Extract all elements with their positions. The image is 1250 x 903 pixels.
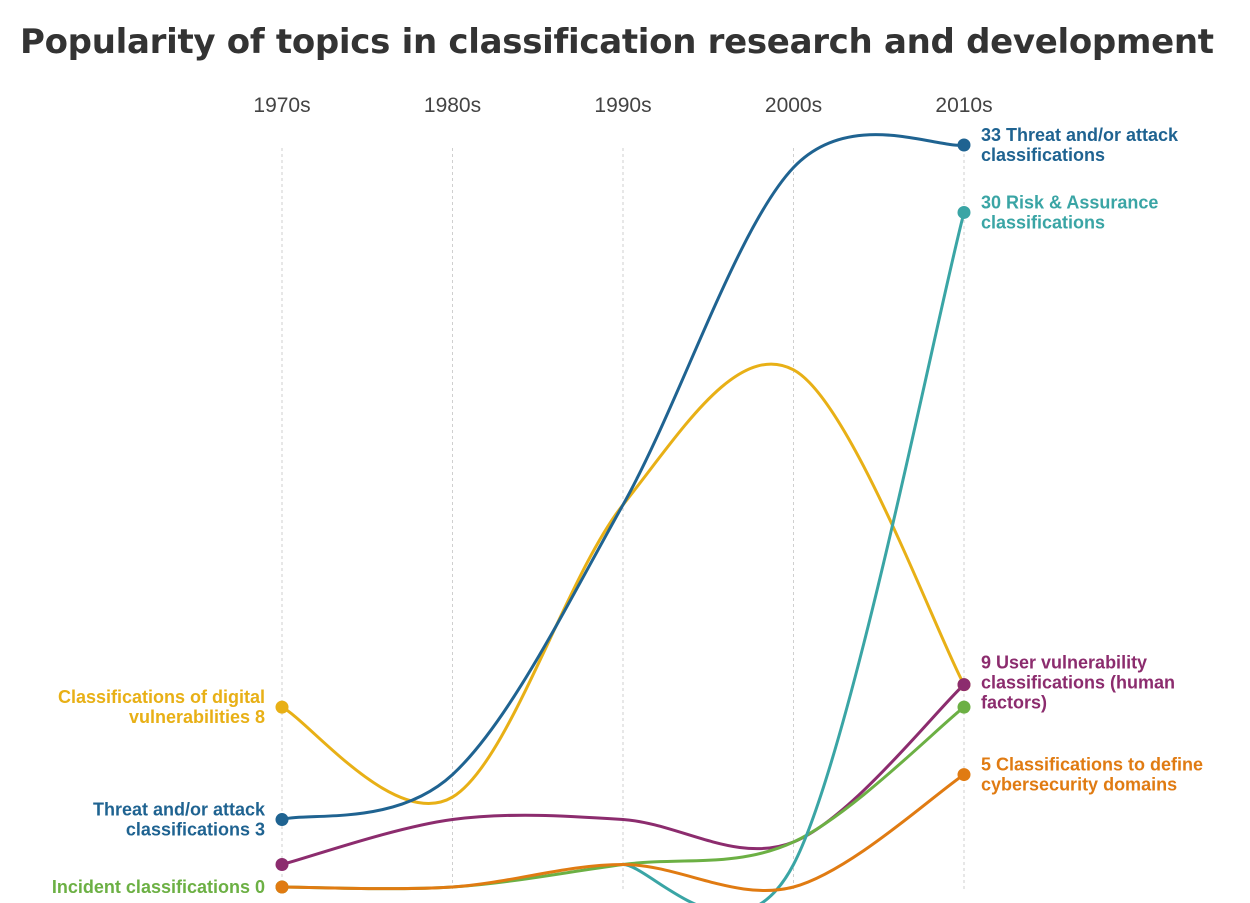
end-label-risk-assurance-classifications: 30 Risk & Assurance classifications (981, 192, 1158, 232)
start-label-classifications-of-digital-vulnerabilities: Classifications of digital vulnerabilitie… (58, 687, 265, 727)
gridlines (281, 148, 965, 890)
x-tick-label: 1980s (424, 94, 481, 117)
series-lines (280, 133, 966, 903)
series-labels: Classifications of digital vulnerabilitie… (52, 125, 1203, 897)
x-tick-label: 2000s (765, 94, 822, 117)
start-point-classifications-to-define-cybersecurity-domains (275, 880, 289, 894)
x-tick-label: 2010s (935, 94, 992, 117)
end-point-risk-assurance-classifications (957, 205, 971, 219)
series-points (275, 138, 971, 894)
end-point-threat-and-or-attack-classifications (957, 138, 971, 152)
x-tick-label: 1970s (253, 94, 310, 117)
end-point-incident-classifications (957, 700, 971, 714)
end-label-classifications-to-define-cybersecurity-domains: 5 Classifications to define cybersecurity… (981, 755, 1203, 795)
end-point-classifications-to-define-cybersecurity-domains (957, 768, 971, 782)
end-point-user-vulnerability-classifications-human-factors (957, 678, 971, 692)
start-point-threat-and-or-attack-classifications (275, 813, 289, 827)
series-line-classifications-to-define-cybersecurity-domains (280, 773, 966, 892)
series-line-user-vulnerability-classifications-human-factors (280, 683, 966, 866)
x-axis-ticks: 1970s 1980s 1990s 2000s 2010s (253, 94, 992, 117)
series-line-threat-and-or-attack-classifications (280, 133, 966, 821)
x-tick-label: 1990s (594, 94, 651, 117)
start-label-threat-and-or-attack-classifications: Threat and/or attack classifications 3 (93, 800, 266, 840)
end-label-user-vulnerability-classifications-human-factors: 9 User vulnerability classifications (hum… (981, 653, 1175, 713)
end-label-threat-and-or-attack-classifications: 33 Threat and/or attack classifications (981, 125, 1179, 165)
start-point-classifications-of-digital-vulnerabilities (275, 700, 289, 714)
chart-title: Popularity of topics in classification r… (20, 22, 1214, 62)
start-point-user-vulnerability-classifications-human-factors (275, 858, 289, 872)
start-label-incident-classifications: Incident classifications 0 (52, 877, 265, 897)
series-line-risk-assurance-classifications (621, 211, 966, 903)
